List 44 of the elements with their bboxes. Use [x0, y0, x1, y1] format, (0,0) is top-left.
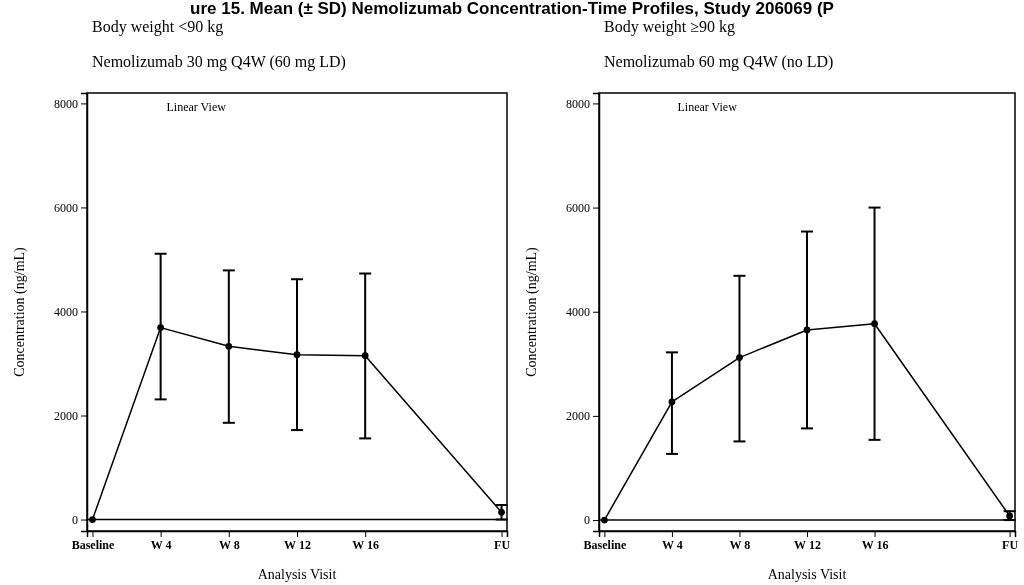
x-tick-label: Baseline: [71, 537, 115, 552]
y-tick-label: 2000: [54, 408, 78, 423]
y-tick-label: 4000: [566, 305, 590, 320]
point: [601, 516, 608, 524]
point: [871, 320, 878, 328]
x-axis-title: Analysis Visit: [257, 567, 337, 582]
point: [293, 351, 301, 359]
point: [668, 398, 676, 406]
x-tick-label: W 12: [284, 537, 311, 552]
annotation: Linear View: [677, 100, 738, 114]
y-tick-label: 6000: [566, 200, 590, 215]
x-tick-label: W 16: [861, 537, 889, 552]
y-axis-title: Concentration (ng/mL): [524, 246, 540, 377]
point: [498, 508, 505, 516]
chart-title: Body weight ≥90 kg: [604, 18, 735, 36]
x-tick-label: FU: [494, 537, 511, 552]
x-tick-label: FU: [1002, 537, 1019, 552]
x-tick-label: W 16: [352, 537, 380, 552]
y-tick-label: 6000: [54, 200, 78, 215]
x-tick-label: W 8: [218, 537, 240, 552]
point: [803, 326, 811, 334]
y-tick-label: 2000: [566, 409, 590, 424]
y-tick-label: 0: [584, 513, 590, 528]
chart-title: Body weight <90 kg: [92, 18, 224, 36]
x-tick-label: W 8: [729, 537, 751, 552]
y-axis-title: Concentration (ng/mL): [12, 246, 28, 377]
y-tick-label: 4000: [54, 304, 78, 319]
x-tick-label: W 12: [794, 537, 821, 552]
point: [225, 342, 233, 350]
point: [89, 516, 96, 523]
x-axis-title: Analysis Visit: [767, 567, 847, 582]
x-tick-label: W 4: [150, 537, 172, 552]
chart-subtitle: Nemolizumab 30 mg Q4W (60 mg LD): [92, 53, 346, 71]
point: [361, 352, 369, 360]
x-tick-label: W 4: [662, 537, 683, 552]
x-tick-label: Baseline: [583, 537, 627, 552]
point: [736, 354, 743, 361]
y-tick-label: 8000: [566, 96, 590, 111]
text: ure 15. Mean (± SD) Nemolizumab Concentration-Time Profiles, Study 206069 (P: [190, 0, 834, 18]
chart-subtitle: Nemolizumab 60 mg Q4W (no LD): [604, 53, 834, 71]
annotation: Linear View: [166, 100, 227, 114]
y-tick-label: 8000: [54, 96, 78, 111]
y-tick-label: 0: [72, 512, 78, 527]
point: [157, 324, 165, 331]
